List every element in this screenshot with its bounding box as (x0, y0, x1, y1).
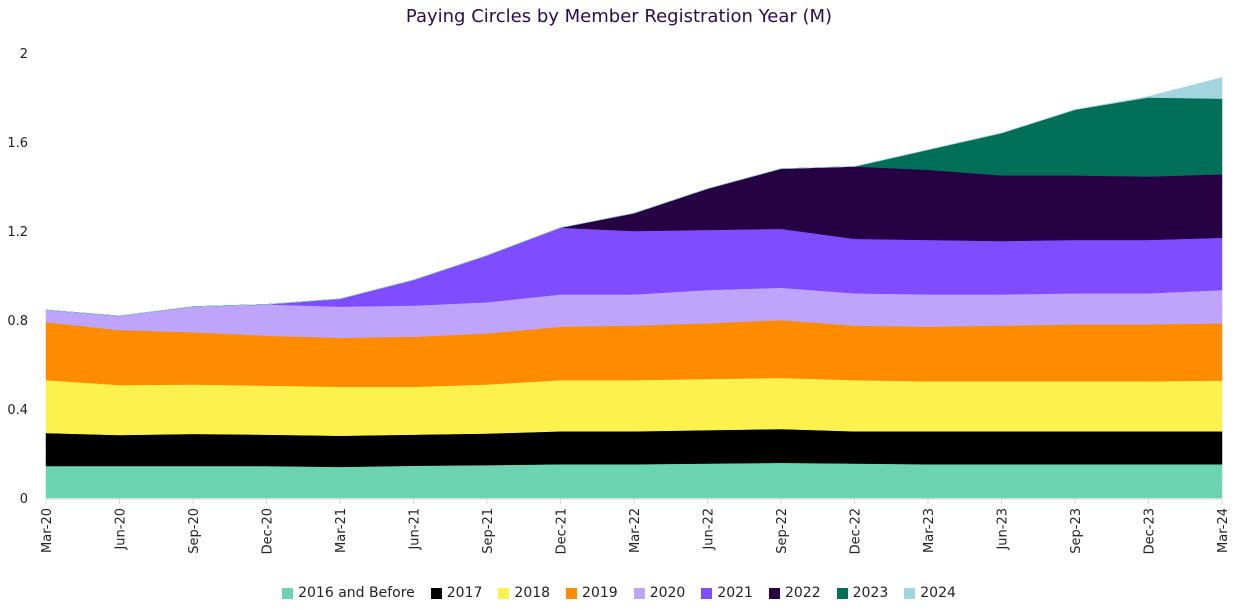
legend-label: 2018 (514, 585, 551, 601)
area-series-2018 (45, 377, 1223, 436)
x-tick-label: Dec-23 (1143, 508, 1158, 554)
x-tick-label: Jun-21 (408, 508, 423, 551)
legend-item: 2018 (498, 585, 550, 601)
area-series-2017 (45, 428, 1223, 468)
legend-label: 2024 (920, 585, 956, 601)
legend-swatch (633, 587, 645, 599)
legend-swatch (282, 587, 294, 599)
legend-item: 2019 (566, 585, 618, 601)
legend-swatch (904, 587, 916, 599)
legend-item: 2023 (836, 585, 889, 601)
x-tick-label: Jun-22 (702, 508, 717, 551)
legend-label: 2017 (446, 585, 483, 601)
legend-item: 2021 (701, 585, 753, 601)
legend-swatch (768, 587, 780, 599)
x-tick-label: Sep-20 (187, 508, 202, 554)
x-tick-label: Sep-21 (481, 508, 496, 554)
y-tick-label: 2 (20, 47, 28, 62)
x-tick-label: Dec-20 (261, 508, 276, 554)
legend-label: 2016 and Before (298, 585, 415, 601)
area-series-2016-and-before (45, 462, 1223, 499)
x-tick-label: Sep-23 (1069, 508, 1084, 554)
chart-title: Paying Circles by Member Registration Ye… (405, 6, 833, 27)
legend-item: 2016 and Before (282, 585, 415, 601)
legend-swatch (836, 587, 848, 599)
x-tick-label: Dec-22 (849, 508, 864, 554)
x-tick-label: Mar-24 (1216, 508, 1231, 553)
legend-item: 2024 (904, 585, 956, 601)
legend-swatch (701, 587, 713, 599)
y-tick-label: 0.4 (7, 403, 28, 418)
y-tick-label: 0 (20, 492, 28, 507)
legend-swatch (498, 587, 510, 599)
x-tick-label: Jun-23 (996, 508, 1011, 551)
legend-swatch (430, 587, 442, 599)
x-tick-label: Mar-23 (922, 508, 937, 553)
legend-label: 2021 (717, 585, 753, 601)
legend-label: 2023 (852, 585, 889, 601)
legend-label: 2020 (649, 585, 686, 601)
legend-label: 2019 (582, 585, 618, 601)
legend: 2016 and Before 2017 2018 2019 2020 2021 2022 2… (0, 585, 1238, 601)
legend-item: 2020 (633, 585, 686, 601)
y-tick-label: 1.2 (7, 225, 28, 240)
y-tick-label: 0.8 (7, 314, 28, 329)
legend-label: 2022 (784, 585, 821, 601)
legend-item: 2017 (430, 585, 483, 601)
x-tick-label: Dec-21 (555, 508, 570, 554)
stacked-area-chart: 0 0.4 0.8 1.2 1.6 2 Mar-20 Jun-20 Sep-20 Dec-20 Ma… (7, 47, 1231, 554)
x-tick-label: Mar-21 (334, 508, 349, 553)
x-tick-label: Mar-22 (628, 508, 643, 553)
x-tick-label: Sep-22 (775, 508, 790, 554)
x-tick-label: Mar-20 (40, 508, 55, 553)
legend-swatch (566, 587, 578, 599)
x-tick-label: Jun-20 (114, 508, 129, 551)
area-series-2024 (45, 77, 1223, 317)
y-tick-label: 1.6 (7, 136, 28, 151)
legend-item: 2022 (768, 585, 821, 601)
